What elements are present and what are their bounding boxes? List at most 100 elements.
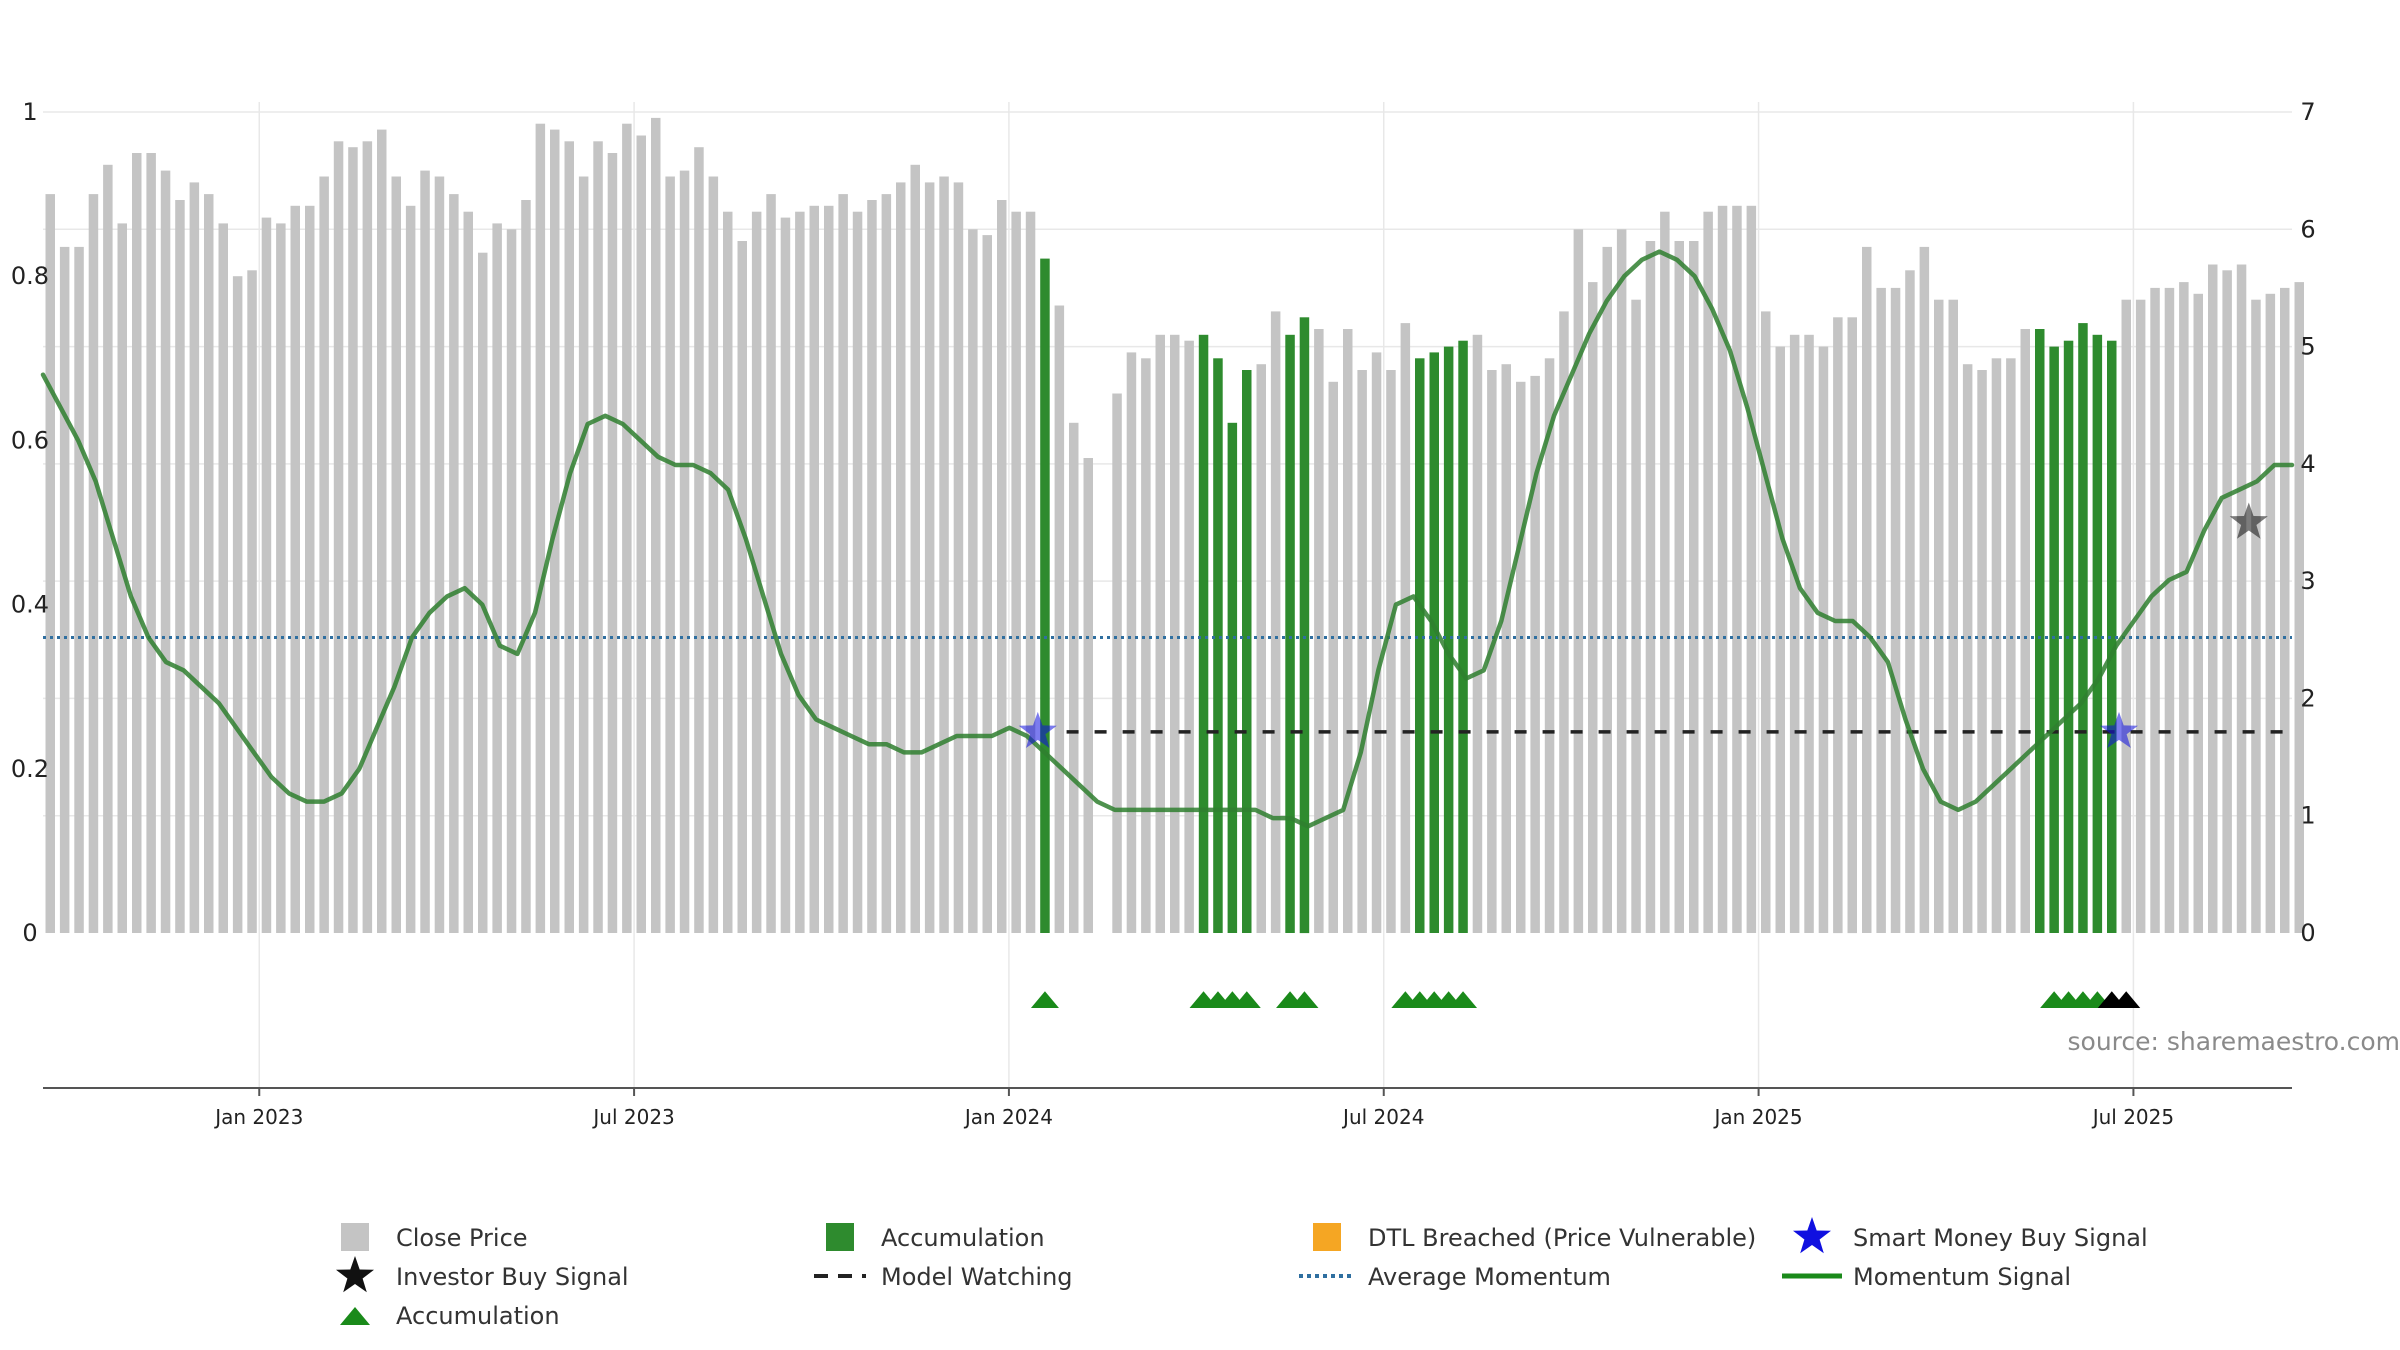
legend-smart-money-buy-signal-item: Smart Money Buy Signal <box>1793 1217 2148 1254</box>
close-price-bar <box>622 123 632 933</box>
investor-triangle <box>2112 991 2141 1008</box>
close-price-bar <box>1862 246 1872 933</box>
close-price-bar <box>2222 270 2232 933</box>
smart-money-buy-star <box>2100 711 2138 748</box>
legend-accumulation-item: Accumulation <box>340 1302 560 1330</box>
accumulation-bar <box>2078 323 2088 934</box>
left-tick-label: 0 <box>22 919 37 947</box>
close-price-bar <box>1270 311 1281 933</box>
x-tick-label: Jan 2023 <box>213 1105 303 1129</box>
accumulation-bar <box>1443 346 1454 934</box>
close-price-bar <box>1141 358 1151 933</box>
accumulation-bar <box>1415 358 1425 933</box>
close-price-bar <box>2164 287 2175 933</box>
close-price-bar <box>1746 205 1757 934</box>
close-price-bar <box>103 164 113 934</box>
close-price-bar <box>694 147 704 933</box>
close-price-bar <box>2135 299 2146 933</box>
close-price-bar <box>189 182 200 933</box>
close-price-bar <box>1703 211 1713 933</box>
close-price-bar <box>132 153 142 933</box>
close-price-bar <box>1804 334 1814 933</box>
legend-dtl-breached-price-vulnerable-label: DTL Breached (Price Vulnerable) <box>1368 1224 1756 1252</box>
close-price-bar <box>766 194 776 934</box>
accumulation-triangle <box>1449 991 1478 1008</box>
close-price-bar <box>1559 311 1569 933</box>
close-price-bar <box>1905 270 1915 933</box>
right-tick-label: 5 <box>2300 333 2315 361</box>
close-price-bar <box>1328 381 1338 933</box>
tick-labels: Jan 2023 Jul 2023 Jan 2024 Jul 2024 Jan 2025… <box>11 98 2316 1129</box>
legend-accumulation-swatch <box>340 1307 370 1325</box>
close-price-bar <box>795 211 805 933</box>
legend-smart-money-buy-signal-swatch <box>1793 1217 1831 1254</box>
close-price-bar <box>117 223 127 933</box>
accumulation-bar <box>1040 258 1050 934</box>
right-tick-label: 4 <box>2300 450 2315 478</box>
legend-accumulation-item: Accumulation <box>826 1223 1045 1252</box>
accumulation-bar <box>1198 334 1209 933</box>
close-price-bar <box>160 170 171 934</box>
close-price-bar <box>1962 364 1973 933</box>
close-price-bar <box>1357 370 1367 933</box>
close-price-bar <box>1501 364 1511 933</box>
close-price-bar <box>1184 340 1194 933</box>
accumulation-bar <box>1242 370 1252 933</box>
right-tick-label: 6 <box>2300 215 2315 243</box>
close-price-bar <box>578 176 589 933</box>
close-price-bar <box>824 205 834 934</box>
close-price-bar <box>362 141 373 934</box>
legend-investor-buy-signal-label: Investor Buy Signal <box>396 1263 629 1291</box>
accumulation-bar <box>2049 346 2059 934</box>
close-price-bars <box>45 117 2304 934</box>
close-price-bar <box>1602 246 1612 933</box>
left-tick-label: 0.4 <box>11 591 49 619</box>
close-price-bar <box>535 123 546 933</box>
close-price-bar <box>924 182 935 933</box>
close-price-bar <box>1343 329 1353 933</box>
close-price-bar <box>1948 299 1958 933</box>
close-price-bar <box>1069 422 1079 933</box>
accumulation-bar <box>2035 329 2045 933</box>
close-price-bar <box>1011 211 1021 933</box>
close-price-bar <box>2208 264 2218 933</box>
source-label: source: sharemaestro.com <box>2068 1027 2400 1056</box>
close-price-bar <box>636 135 646 933</box>
close-price-bar <box>1025 211 1036 933</box>
close-price-bar <box>521 200 531 933</box>
close-price-bar <box>1934 299 1944 933</box>
left-tick-label: 0.6 <box>11 426 49 454</box>
close-price-bar <box>838 194 848 934</box>
close-price-bar <box>1386 370 1396 933</box>
left-tick-label: 0.8 <box>11 262 49 290</box>
close-price-bar <box>146 153 156 933</box>
close-price-bar <box>1717 205 1728 934</box>
right-tick-label: 2 <box>2300 684 2315 712</box>
legend-investor-buy-signal-swatch <box>336 1256 374 1293</box>
close-price-bar <box>1530 375 1540 933</box>
close-price-bar <box>377 129 387 934</box>
legend-smart-money-buy-signal-label: Smart Money Buy Signal <box>1853 1224 2148 1252</box>
legend-dtl-breached-price-vulnerable-item: DTL Breached (Price Vulnerable) <box>1313 1223 1756 1252</box>
right-tick-label: 1 <box>2300 802 2315 830</box>
close-price-bar <box>1631 299 1641 933</box>
close-price-bar <box>305 205 315 934</box>
close-price-bar <box>1761 311 1771 933</box>
close-price-bar <box>2006 358 2016 933</box>
close-price-bar <box>1991 358 2002 933</box>
x-tick-label: Jul 2024 <box>1341 1105 1424 1129</box>
accumulation-bar <box>1227 422 1238 933</box>
close-price-bar <box>218 223 228 933</box>
close-price-bar <box>434 176 445 933</box>
close-price-bar <box>247 270 257 933</box>
close-price-bar <box>809 205 819 934</box>
legend-close-price-item: Close Price <box>341 1223 528 1252</box>
accumulation-triangle <box>1030 991 1059 1008</box>
close-price-bar <box>852 211 863 933</box>
close-price-bar <box>1054 305 1065 933</box>
close-price-bar <box>420 170 430 934</box>
close-price-bar <box>1660 211 1670 933</box>
signal-lines <box>40 249 2295 829</box>
close-price-bar <box>1371 352 1382 933</box>
